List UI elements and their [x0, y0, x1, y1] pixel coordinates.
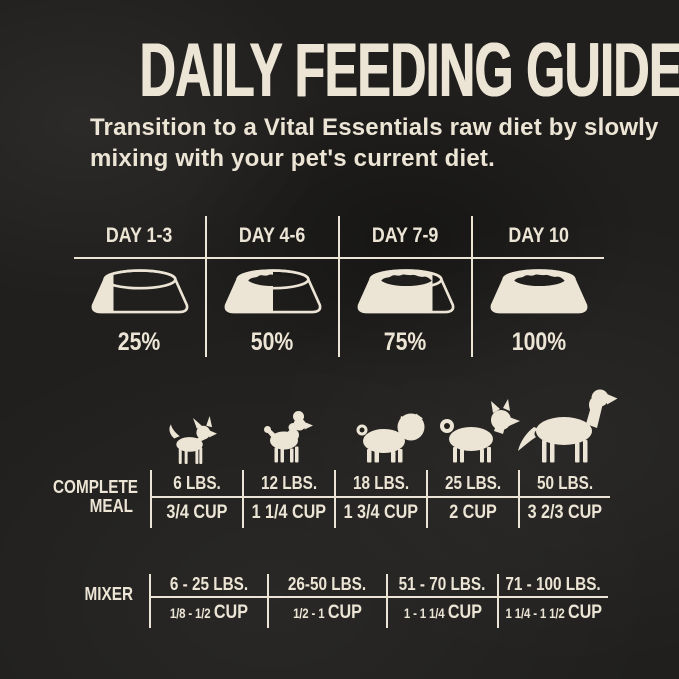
weight-cell: 12 LBS.	[260, 472, 318, 493]
day-label: DAY 7-9	[372, 223, 439, 247]
dog-bowl-icon-50	[224, 269, 321, 314]
cup-range-cell: 1 - 1 1/4 CUP	[403, 602, 482, 624]
cup-cell: 1 3/4 CUP	[343, 502, 419, 523]
transition-table-divider	[74, 257, 604, 259]
day-column-7-9: DAY 7-9 75%	[340, 216, 473, 357]
cup-cell: 3 2/3 CUP	[527, 502, 603, 523]
mixer-column: 71 - 100 LBS. 1 1/4 - 1 1/2 CUP	[497, 574, 608, 628]
percent-label: 50%	[251, 327, 294, 356]
complete-meal-column: 50 LBS. 3 2/3 CUP	[518, 470, 610, 528]
toy-poodle-icon	[261, 409, 314, 463]
golden-retriever-icon	[514, 384, 618, 463]
mixer-label: MIXER	[84, 584, 133, 604]
dog-bowl-icon-100	[490, 269, 587, 314]
day-label: DAY 4-6	[239, 223, 306, 247]
day-label: DAY 1-3	[106, 223, 173, 247]
weight-range-cell: 51 - 70 LBS.	[399, 574, 486, 595]
complete-meal-label: COMPLETE MEAL	[53, 477, 139, 516]
weight-cell: 50 LBS.	[536, 472, 594, 493]
subtitle-line-2: mixing with your pet's current diet.	[90, 145, 495, 172]
day-column-4-6: DAY 4-6 50%	[207, 216, 340, 357]
complete-meal-column: 18 LBS. 1 3/4 CUP	[334, 470, 426, 528]
dog-bowl-icon-75	[357, 269, 454, 314]
cup-cell: 3/4 CUP	[166, 502, 228, 523]
mixer-table: 6 - 25 LBS. 1/8 - 1/2 CUP 26-50 LBS. 1/2 …	[149, 574, 608, 628]
weight-cell: 18 LBS.	[352, 472, 410, 493]
complete-meal-column: 25 LBS. 2 CUP	[426, 470, 518, 528]
cup-cell: 2 CUP	[449, 502, 497, 523]
transition-table: DAY 1-3 25% DAY 4-6	[74, 216, 604, 357]
complete-meal-divider	[150, 496, 610, 498]
subtitle: Transition to a Vital Essentials raw die…	[90, 112, 659, 174]
weight-cell: 6 LBS.	[173, 472, 221, 493]
mixer-column: 51 - 70 LBS. 1 - 1 1/4 CUP	[386, 574, 497, 628]
dog-bowl-icon-25	[91, 269, 188, 314]
weight-cell: 25 LBS.	[444, 472, 502, 493]
cup-cell: 1 1/4 CUP	[251, 502, 327, 523]
weight-range-cell: 71 - 100 LBS.	[505, 574, 602, 595]
weight-range-cell: 26-50 LBS.	[288, 574, 367, 595]
percent-label: 75%	[384, 327, 427, 356]
day-label: DAY 10	[508, 223, 569, 247]
day-column-10: DAY 10 100%	[473, 216, 604, 357]
page-title: DAILY FEEDING GUIDE	[139, 28, 679, 113]
percent-label: 100%	[511, 327, 566, 356]
chihuahua-icon	[166, 416, 218, 465]
shiba-inu-icon	[435, 399, 521, 463]
mixer-divider	[149, 596, 608, 598]
mixer-column: 26-50 LBS. 1/2 - 1 CUP	[267, 574, 386, 628]
pug-icon	[352, 407, 430, 463]
complete-meal-table: 6 LBS. 3/4 CUP 12 LBS. 1 1/4 CUP 18 LBS.…	[150, 470, 610, 528]
cup-range-cell: 1 1/4 - 1 1/2 CUP	[505, 602, 602, 624]
mixer-column: 6 - 25 LBS. 1/8 - 1/2 CUP	[149, 574, 267, 628]
cup-range-cell: 1/8 - 1/2 CUP	[169, 602, 249, 624]
subtitle-line-1: Transition to a Vital Essentials raw die…	[90, 114, 659, 141]
day-column-1-3: DAY 1-3 25%	[74, 216, 207, 357]
weight-range-cell: 6 - 25 LBS.	[169, 574, 249, 595]
cup-range-cell: 1/2 - 1 CUP	[293, 602, 362, 624]
percent-label: 25%	[118, 327, 161, 356]
complete-meal-column: 12 LBS. 1 1/4 CUP	[242, 470, 334, 528]
complete-meal-column: 6 LBS. 3/4 CUP	[150, 470, 242, 528]
